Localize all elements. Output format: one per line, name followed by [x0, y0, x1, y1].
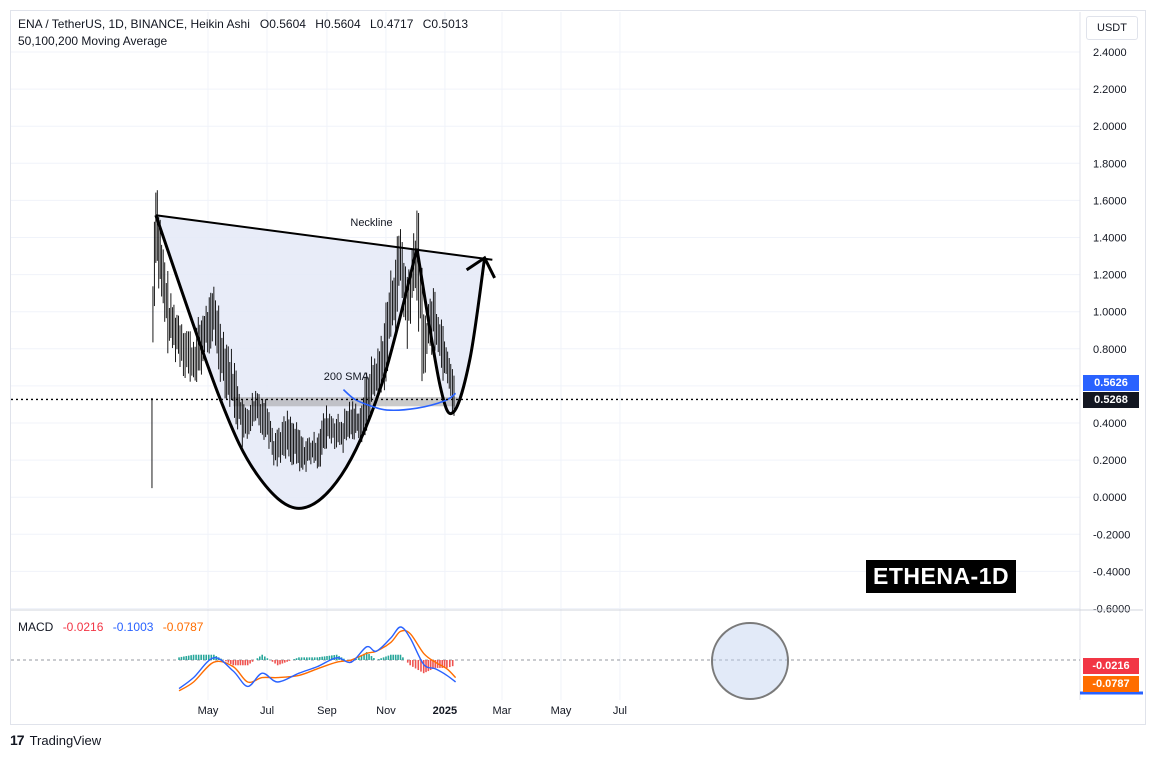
neckline	[155, 214, 493, 261]
chart-frame	[10, 10, 1146, 725]
y-tick-label: 1.2000	[1093, 270, 1127, 282]
y-tick-label: 1.6000	[1093, 195, 1127, 207]
sma200-label: 200 SMA	[324, 371, 370, 383]
support-zone	[233, 397, 458, 407]
y-tick-label: -0.4000	[1093, 566, 1130, 578]
watermark-label: ETHENA-1D	[866, 560, 1017, 593]
x-tick-label: Nov	[376, 705, 396, 717]
symbol-line: ENA / TetherUS, 1D, BINANCE, Heikin Ashi…	[18, 16, 474, 33]
tradingview-logo-icon: 17	[10, 732, 25, 748]
x-tick-label: 2025	[433, 705, 457, 717]
currency-unit-button[interactable]: USDT	[1086, 16, 1138, 40]
y-tick-label: 0.2000	[1093, 455, 1127, 467]
ohlc-open-key: O	[259, 17, 270, 31]
handle-outline	[415, 248, 487, 416]
y-tick-label: 0.0000	[1093, 492, 1127, 504]
ohlc-close-key: C	[422, 17, 432, 31]
brand-name: TradingView	[29, 732, 102, 748]
indicator-label[interactable]: 50,100,200 Moving Average	[18, 34, 168, 48]
symbol-title: ENA / TetherUS, 1D, BINANCE, Heikin Ashi	[18, 17, 250, 31]
breakout-arrow	[465, 255, 496, 279]
x-tick-label: May	[551, 705, 572, 717]
footer[interactable]: 17 TradingView	[10, 732, 101, 748]
ohlc-low-key: L	[370, 17, 377, 31]
y-tick-label: 2.4000	[1093, 47, 1127, 59]
neckline-label: Neckline	[350, 217, 392, 229]
y-tick-label: 0.4000	[1093, 418, 1127, 430]
macd-hist-value: -0.0216	[62, 620, 104, 634]
y-tick-label: 1.0000	[1093, 307, 1127, 319]
x-tick-label: May	[198, 705, 219, 717]
ohlc-high: 0.5604	[323, 17, 361, 31]
y-tick-label: -0.2000	[1093, 529, 1130, 541]
ohlc-low: 0.4717	[376, 17, 414, 31]
macd-highlight-circle	[711, 622, 789, 700]
macd-line-value: -0.1003	[112, 620, 154, 634]
ohlc-high-key: H	[315, 17, 324, 31]
sma200-line	[342, 389, 457, 412]
x-tick-label: Mar	[493, 705, 512, 717]
ohlc-open: 0.5604	[269, 17, 306, 31]
macd-signal-value: -0.0787	[162, 620, 204, 634]
macd-signal-tag: -0.0787	[1083, 676, 1139, 692]
y-tick-label: 1.4000	[1093, 233, 1127, 245]
y-tick-label: 2.2000	[1093, 84, 1127, 96]
x-tick-label: Jul	[260, 705, 274, 717]
x-tick-label: Jul	[613, 705, 627, 717]
ohlc-close: 0.5013	[431, 17, 469, 31]
chart-legend: ENA / TetherUS, 1D, BINANCE, Heikin Ashi…	[18, 16, 474, 50]
macd-line	[178, 626, 457, 690]
x-tick-label: Sep	[317, 705, 337, 717]
cup-outline	[154, 214, 419, 510]
last-price-tag: 0.5268	[1083, 392, 1139, 408]
macd-legend[interactable]: MACD -0.0216 -0.1003 -0.0787	[18, 620, 203, 634]
macd-hist-tag: -0.0216	[1083, 658, 1139, 674]
y-tick-label: 1.8000	[1093, 158, 1127, 170]
macd-label: MACD	[18, 620, 54, 634]
y-tick-label: 2.0000	[1093, 121, 1127, 133]
y-tick-label: 0.8000	[1093, 344, 1127, 356]
sma-price-tag: 0.5626	[1083, 375, 1139, 391]
